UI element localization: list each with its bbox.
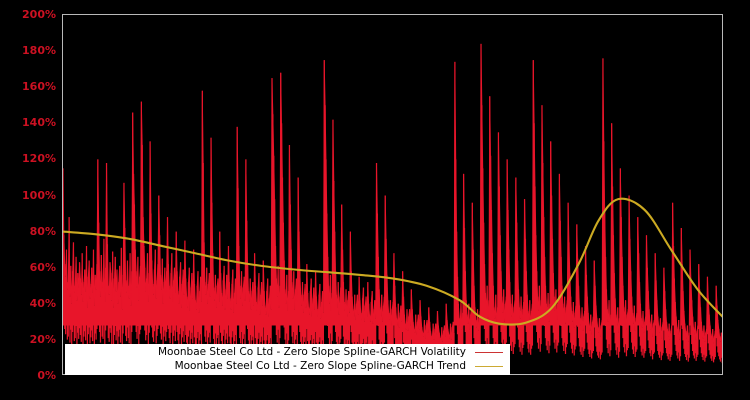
y-axis-tick-label: 40% [29, 296, 56, 310]
volatility-spikes [63, 43, 722, 364]
y-axis-tick-label: 160% [22, 80, 56, 94]
legend-item-volatility: Moonbae Steel Co Ltd - Zero Slope Spline… [66, 346, 509, 360]
y-axis: 200% 180% 160% 140% 120% 100% 80% 60% 40% 20% 0% [0, 0, 56, 400]
y-axis-tick-label: 80% [29, 224, 56, 238]
y-axis-tick-label: 140% [22, 116, 56, 130]
volatility-line-swatch-icon [475, 352, 503, 353]
y-axis-tick-label: 100% [22, 188, 56, 202]
plot-area [62, 14, 723, 375]
chart-legend: Moonbae Steel Co Ltd - Zero Slope Spline… [65, 344, 510, 375]
legend-item-trend: Moonbae Steel Co Ltd - Zero Slope Spline… [66, 360, 509, 374]
y-axis-tick-label: 120% [22, 152, 56, 166]
trend-series [63, 197, 722, 326]
volatility-series [63, 43, 722, 364]
y-axis-tick-label: 60% [29, 260, 56, 274]
chart-canvas [63, 43, 722, 364]
y-axis-tick-label: 0% [37, 369, 56, 382]
y-axis-tick-label: 180% [22, 44, 56, 58]
trend-line-swatch-icon [475, 366, 503, 367]
y-axis-tick-label: 20% [29, 332, 56, 346]
legend-label-trend: Moonbae Steel Co Ltd - Zero Slope Spline… [174, 360, 466, 373]
legend-label-volatility: Moonbae Steel Co Ltd - Zero Slope Spline… [157, 346, 466, 359]
y-axis-tick-label: 200% [22, 8, 56, 21]
